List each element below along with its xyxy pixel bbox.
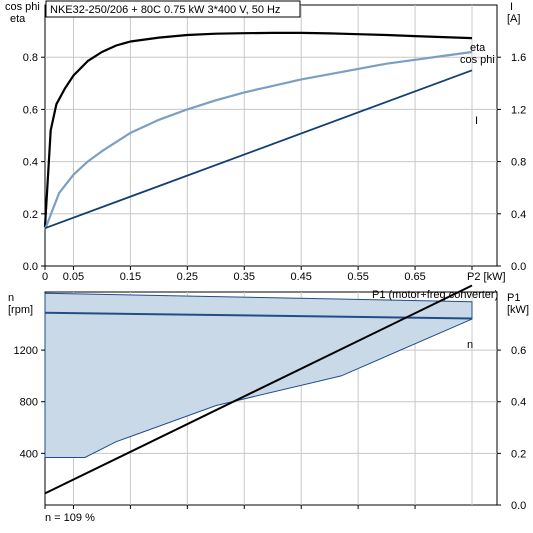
top-left-tick-label: 0.8	[23, 52, 38, 64]
top-right-tick-label: 0.4	[511, 209, 526, 221]
bottom-left-tick-label: 800	[20, 397, 38, 409]
top-x-tick-label: 0.15	[120, 271, 141, 283]
top-plot-frame	[44, 4, 498, 267]
bottom-right-tick-label: 0.0	[511, 500, 526, 512]
top-left-axis-label: cos phi	[5, 1, 40, 13]
bottom-left-axis-label: [rpm]	[8, 304, 33, 316]
series-line-p1	[44, 284, 473, 495]
header-box	[45, 0, 301, 18]
top-right-tick-label: 1.2	[511, 104, 526, 116]
series-line-n	[44, 311, 473, 320]
top-right-tick-label: 0.8	[511, 157, 526, 169]
series-line-eta	[43, 31, 473, 227]
top-x-tick-label: 0.45	[290, 271, 311, 283]
series-label-cos-phi: cos phi	[460, 54, 495, 66]
top-x-tick-label: 0.25	[177, 271, 198, 283]
top-x-tick-label: 0.05	[63, 271, 84, 283]
bottom-right-axis-label: [kW]	[507, 304, 529, 316]
bottom-left-axis-label: n	[8, 292, 14, 304]
bottom-left-tick-label: 1200	[14, 345, 38, 357]
series-label-eta: eta	[470, 42, 486, 54]
series-label-current: I	[475, 115, 478, 127]
top-x-tick-label: 0.65	[404, 271, 425, 283]
top-x-tick-label: 0.35	[234, 271, 255, 283]
top-left-tick-label: 0.2	[23, 209, 38, 221]
bottom-right-tick-label: 0.6	[511, 345, 526, 357]
series-line-I	[44, 69, 473, 230]
bottom-left-tick-label: 400	[20, 448, 38, 460]
top-right-tick-label: 0.0	[511, 261, 526, 273]
bottom-right-tick-label: 0.4	[511, 397, 526, 409]
top-left-tick-label: 0.0	[23, 261, 38, 273]
top-x-tick-label: 0.55	[347, 271, 368, 283]
series-line-cos-phi	[43, 50, 473, 230]
footer-note: n = 109 %	[45, 512, 95, 524]
series-label-p1: P1 (motor+freq.converter)	[372, 289, 498, 301]
top-left-tick-label: 0.4	[23, 157, 38, 169]
series-label-n: n	[467, 339, 473, 351]
x-axis-label: P2 [kW]	[467, 271, 506, 283]
bottom-right-axis-label: P1	[507, 292, 520, 304]
top-right-tick-label: 1.6	[511, 52, 526, 64]
header-title: NKE32-250/206 + 80C 0.75 kW 3*400 V, 50 …	[50, 4, 280, 16]
top-left-axis-label: eta	[10, 13, 26, 25]
top-left-tick-label: 0.6	[23, 104, 38, 116]
top-right-axis-label: I	[510, 1, 513, 13]
top-right-axis-label: [A]	[507, 13, 520, 25]
bottom-right-tick-label: 0.2	[511, 448, 526, 460]
top-x-tick-label: 0	[42, 271, 48, 283]
speed-range-area	[44, 292, 473, 458]
